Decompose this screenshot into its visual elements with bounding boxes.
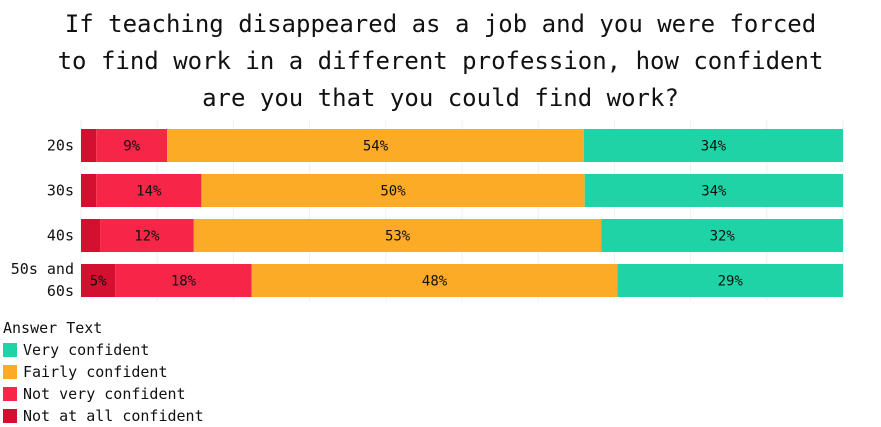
bar-segment xyxy=(193,219,602,252)
data-label: 48% xyxy=(422,274,448,290)
data-label: 12% xyxy=(134,229,160,245)
category-label: 60s xyxy=(47,282,74,300)
legend-item[interactable]: Not at all confident xyxy=(3,405,204,427)
legend-label: Not very confident xyxy=(23,385,186,403)
legend-title: Answer Text xyxy=(3,319,103,337)
data-label: 29% xyxy=(718,274,744,290)
legend-swatch xyxy=(3,387,17,401)
bar-segment xyxy=(251,264,618,297)
legend-label: Fairly confident xyxy=(23,363,168,381)
category-label: 20s xyxy=(47,137,74,155)
data-label: 34% xyxy=(701,139,727,155)
chart-title: If teaching disappeared as a job and you… xyxy=(57,10,824,112)
data-label: 50% xyxy=(380,184,406,200)
legend-item[interactable]: Not very confident xyxy=(3,383,204,405)
data-label: 32% xyxy=(710,229,736,245)
bar-segment xyxy=(583,129,843,162)
legend-label: Not at all confident xyxy=(23,407,204,425)
data-label: 5% xyxy=(90,274,107,290)
bar-segment xyxy=(617,264,843,297)
bar-segment xyxy=(584,174,843,207)
bar-segment xyxy=(81,174,97,207)
data-label: 9% xyxy=(123,139,140,155)
legend-label: Very confident xyxy=(23,341,150,359)
data-label: 14% xyxy=(136,184,162,200)
data-label: 54% xyxy=(363,139,389,155)
bar-segment xyxy=(96,174,202,207)
bar-segment xyxy=(81,219,101,252)
legend: Answer Text Very confident Fairly confide… xyxy=(3,317,204,427)
bar-segment xyxy=(81,264,116,297)
bar-segment xyxy=(115,264,252,297)
bar-segment xyxy=(201,174,585,207)
legend-swatch xyxy=(3,343,17,357)
bar-segment xyxy=(100,219,194,252)
bar-segment xyxy=(81,129,97,162)
legend-swatch xyxy=(3,409,17,423)
category-label: 40s xyxy=(47,227,74,245)
legend-swatch xyxy=(3,365,17,379)
data-label: 34% xyxy=(701,184,727,200)
legend-item[interactable]: Very confident xyxy=(3,339,204,361)
data-label: 53% xyxy=(385,229,411,245)
legend-item[interactable]: Fairly confident xyxy=(3,361,204,383)
bar-segment xyxy=(167,129,584,162)
category-label: 50s and xyxy=(11,260,74,278)
bar-segment xyxy=(601,219,843,252)
bar-segment xyxy=(96,129,168,162)
data-label: 18% xyxy=(171,274,197,290)
category-label: 30s xyxy=(47,182,74,200)
